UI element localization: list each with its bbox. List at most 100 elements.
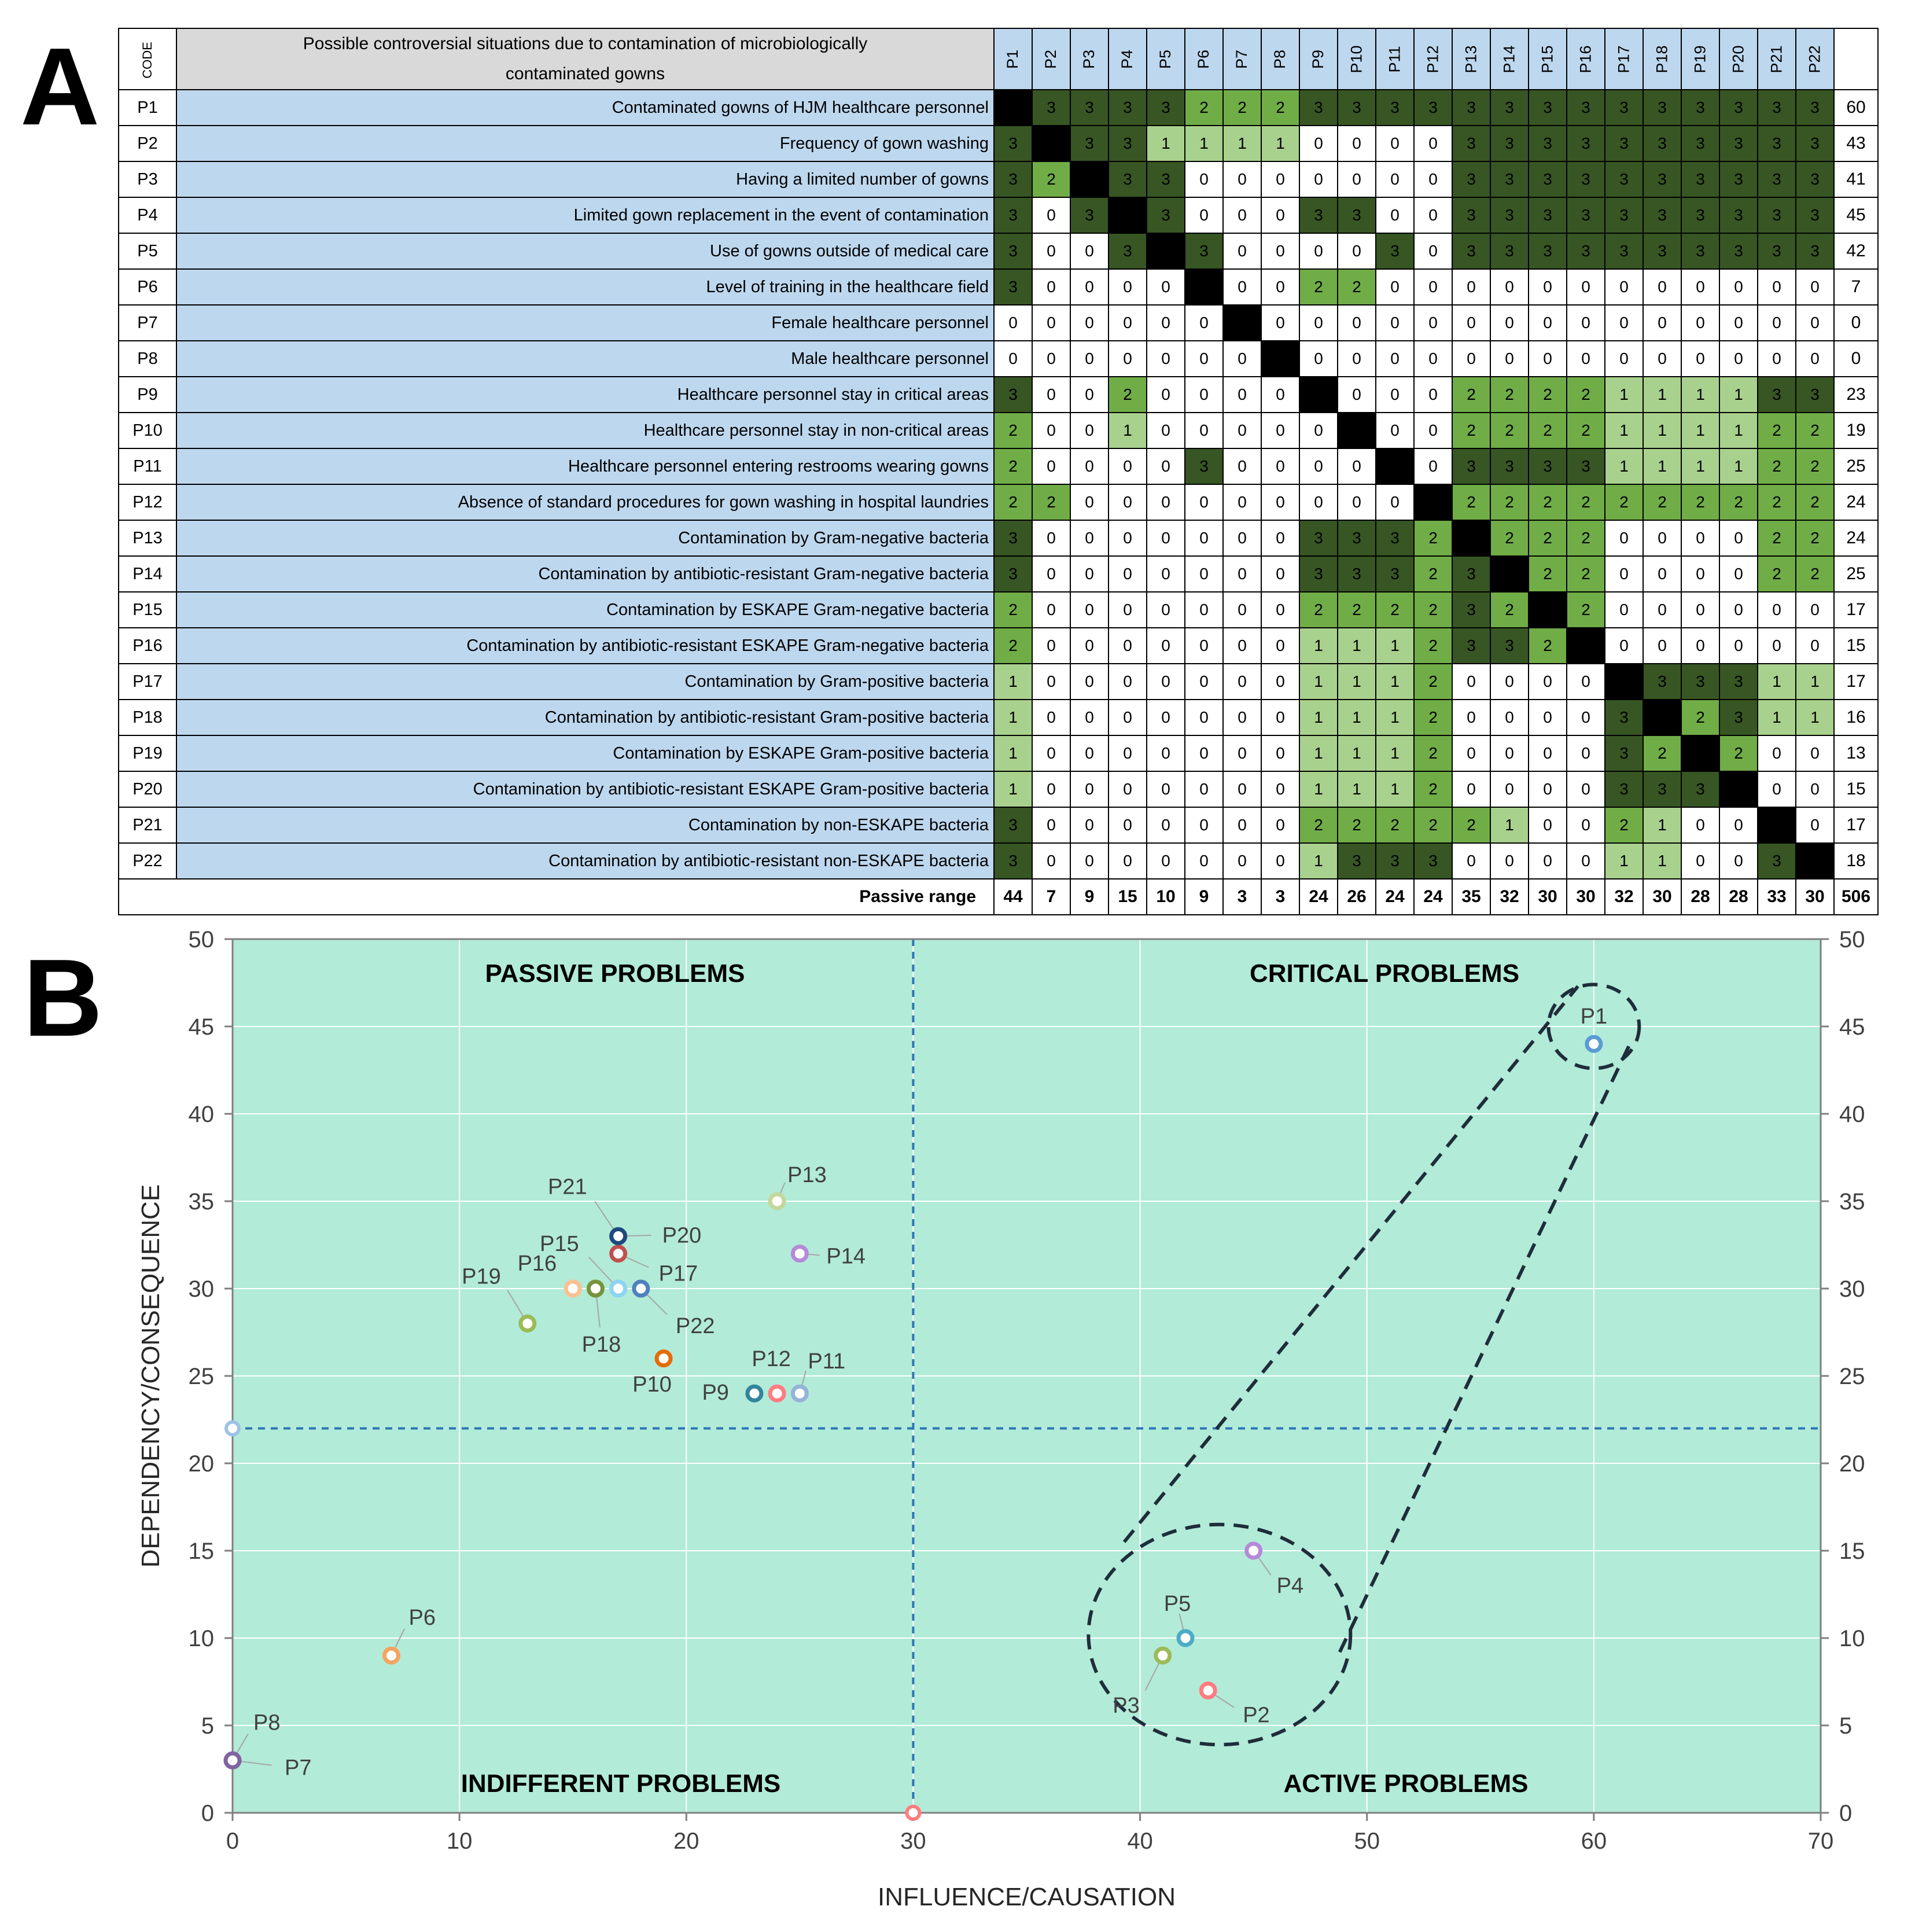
- score-cell: 3: [1604, 89, 1644, 126]
- score-cell: 0: [1184, 663, 1224, 700]
- diagonal-cell: [1681, 735, 1720, 772]
- score-cell: 3: [993, 125, 1033, 162]
- score-cell: 0: [1490, 735, 1529, 772]
- score-cell: 0: [1070, 412, 1109, 449]
- score-cell: 0: [1146, 520, 1185, 557]
- score-cell: 3: [1604, 197, 1644, 234]
- score-cell: 0: [1413, 304, 1453, 341]
- score-cell: 2: [1528, 627, 1567, 664]
- score-cell: 0: [1643, 304, 1682, 341]
- score-cell: 1: [1604, 376, 1644, 413]
- score-cell: 3: [1643, 125, 1682, 162]
- row-code: P21: [118, 807, 177, 844]
- score-cell: 1: [1604, 448, 1644, 485]
- score-cell: 0: [1681, 304, 1720, 341]
- score-cell: 0: [1719, 520, 1758, 557]
- score-cell: 0: [1757, 591, 1796, 628]
- score-cell: 0: [1070, 448, 1109, 485]
- score-cell: 0: [1070, 699, 1109, 736]
- score-cell: 1: [1643, 412, 1682, 449]
- score-cell: 3: [993, 842, 1033, 879]
- score-cell: 3: [1795, 197, 1835, 234]
- row-code: P1: [118, 89, 177, 126]
- score-cell: 2: [1757, 484, 1796, 521]
- score-cell: 3: [1375, 233, 1415, 270]
- score-cell: 2: [1566, 555, 1605, 593]
- data-point-label: P5: [1164, 1592, 1191, 1616]
- score-cell: 3: [1757, 125, 1796, 162]
- score-cell: 2: [1108, 376, 1147, 413]
- score-cell: 0: [1757, 735, 1796, 772]
- data-point-label: P9: [702, 1381, 728, 1405]
- score-cell: 0: [1757, 771, 1796, 808]
- score-cell: 0: [1413, 412, 1453, 449]
- diagonal-cell: [1719, 771, 1758, 808]
- score-cell: 0: [1681, 627, 1720, 664]
- score-cell: 3: [1643, 663, 1682, 700]
- score-cell: 0: [1490, 268, 1529, 306]
- score-cell: 3: [993, 555, 1033, 593]
- column-header: P12: [1413, 28, 1453, 90]
- score-cell: 3: [1108, 233, 1147, 270]
- score-cell: 3: [993, 376, 1033, 413]
- score-cell: 2: [1490, 412, 1529, 449]
- score-cell: 1: [1643, 807, 1682, 844]
- score-cell: 0: [1146, 807, 1185, 844]
- score-cell: 2: [1413, 555, 1453, 593]
- score-cell: 3: [1452, 161, 1491, 198]
- row-total: 16: [1833, 699, 1879, 736]
- score-cell: 3: [1681, 125, 1720, 162]
- score-cell: 3: [1719, 161, 1758, 198]
- score-cell: 0: [1681, 591, 1720, 628]
- row-total: 18: [1833, 842, 1879, 879]
- score-cell: 0: [1452, 663, 1491, 700]
- score-cell: 0: [1032, 520, 1071, 557]
- score-cell: 3: [1452, 89, 1491, 126]
- score-cell: 1: [1719, 376, 1758, 413]
- score-cell: 0: [1108, 807, 1147, 844]
- score-cell: 0: [1413, 125, 1453, 162]
- score-cell: 0: [1261, 591, 1300, 628]
- column-header-text: P3: [1080, 49, 1098, 69]
- score-cell: 3: [993, 161, 1033, 198]
- score-cell: 0: [1032, 304, 1071, 341]
- score-cell: 3: [1184, 233, 1224, 270]
- score-cell: 2: [1413, 663, 1453, 700]
- score-cell: 3: [1452, 448, 1491, 485]
- score-cell: 0: [1795, 627, 1835, 664]
- highlight-ellipses: [1087, 982, 1641, 1747]
- passive-range-value: 32: [1604, 878, 1644, 915]
- diagonal-cell: [1261, 340, 1300, 377]
- score-cell: 1: [1337, 771, 1376, 808]
- matrix-row: P8 Male healthcare personnel 0 0 0 0 0 0 0 0 0 0 0 0 0…: [118, 340, 1879, 377]
- score-cell: 3: [1528, 448, 1567, 485]
- score-cell: 1: [1375, 771, 1415, 808]
- score-cell: 0: [1032, 735, 1071, 772]
- score-cell: 2: [1528, 520, 1567, 557]
- diagonal-cell: [1032, 125, 1071, 162]
- column-header-text: P4: [1118, 49, 1136, 69]
- score-cell: 1: [1337, 627, 1376, 664]
- row-code: P18: [118, 699, 177, 736]
- score-cell: 3: [993, 520, 1033, 557]
- score-cell: 2: [1795, 520, 1835, 557]
- score-cell: 3: [1604, 699, 1644, 736]
- row-description: Male healthcare personnel: [176, 340, 995, 377]
- row-description: Contamination by antibiotic-resistant no…: [176, 842, 995, 879]
- score-cell: 0: [1719, 591, 1758, 628]
- data-point-label: P3: [1113, 1694, 1139, 1718]
- passive-range-value: 3: [1222, 878, 1262, 915]
- score-cell: 1: [1757, 699, 1796, 736]
- score-cell: 0: [1528, 807, 1567, 844]
- score-cell: 2: [993, 448, 1033, 485]
- score-cell: 0: [1452, 699, 1491, 736]
- score-cell: 0: [1184, 699, 1224, 736]
- data-point-label: P14: [826, 1245, 866, 1269]
- score-cell: 0: [1681, 268, 1720, 306]
- score-cell: 3: [1566, 125, 1605, 162]
- column-header-text: P15: [1538, 45, 1556, 73]
- score-cell: 0: [1490, 304, 1529, 341]
- score-cell: 0: [1795, 771, 1835, 808]
- score-cell: 3: [1604, 735, 1644, 772]
- score-cell: 1: [1375, 699, 1415, 736]
